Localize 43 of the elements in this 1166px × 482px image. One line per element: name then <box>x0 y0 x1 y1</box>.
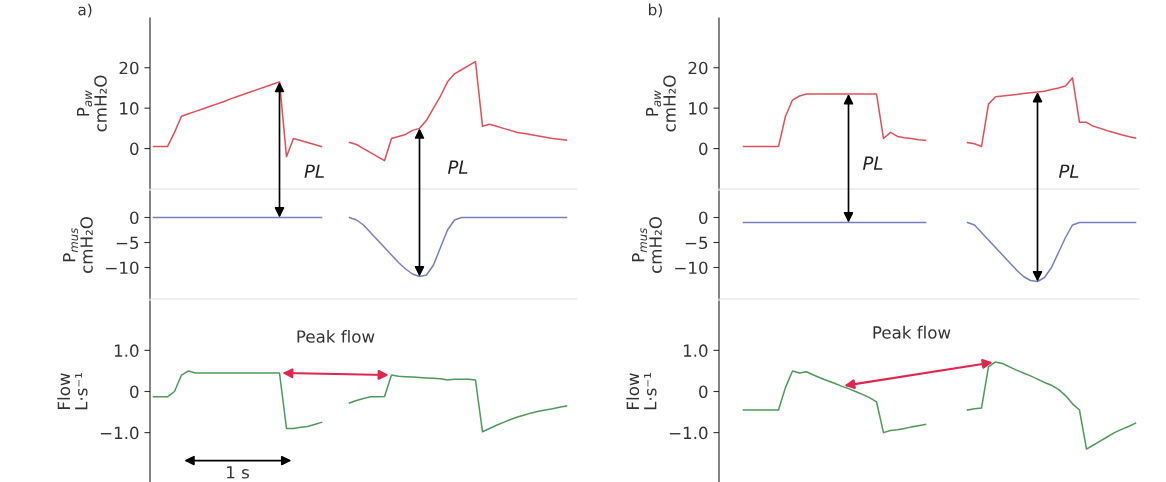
annotation: PL <box>447 160 468 174</box>
line-series <box>348 60 568 162</box>
y-tick-label: 1.0 <box>683 344 708 357</box>
y-axis-title: P$_{mus}$ cmH₂O <box>632 217 662 273</box>
line-series <box>348 374 568 433</box>
y-axis-title: P$_{aw}$ cmH₂O <box>77 75 107 132</box>
line-series <box>742 370 927 434</box>
y-tick-label: 10 <box>689 102 708 115</box>
y-tick-label: 0 <box>130 385 139 399</box>
annotation: Peak flow <box>297 329 375 343</box>
annotation: PL <box>304 164 324 178</box>
annotation: PL <box>862 156 883 170</box>
y-axis-title: Flow L·s⁻¹ <box>626 373 657 410</box>
y-tick-label: −5 <box>685 236 708 250</box>
y-tick-label: −1.0 <box>669 426 708 440</box>
y-axis-title: Flow L·s⁻¹ <box>57 373 88 410</box>
annotation: Peak flow <box>873 325 951 339</box>
annotation: PL <box>1058 164 1079 178</box>
y-axis-title: P$_{mus}$ cmH₂O <box>63 217 93 273</box>
y-axis-title: P$_{aw}$ cmH₂O <box>646 75 676 132</box>
line-series <box>152 370 323 430</box>
y-tick-label: 0 <box>130 211 139 225</box>
chart-title: a) <box>78 3 92 18</box>
y-tick-label: 0 <box>130 142 139 156</box>
y-tick-label: −5 <box>116 236 139 250</box>
line-series <box>966 361 1137 450</box>
y-tick-label: 1.0 <box>114 344 139 357</box>
line-series <box>152 81 323 158</box>
line-series <box>348 216 568 278</box>
chart-title: b) <box>648 3 662 18</box>
line-series <box>966 77 1137 148</box>
y-tick-label: −10 <box>675 261 708 275</box>
y-tick-label: 20 <box>119 61 139 75</box>
line-series <box>966 221 1137 283</box>
y-tick-label: 0 <box>699 142 708 156</box>
y-tick-label: 20 <box>688 61 708 75</box>
y-tick-label: 0 <box>699 211 708 225</box>
y-tick-label: −10 <box>106 261 139 275</box>
y-tick-label: 10 <box>120 102 139 115</box>
y-tick-label: −1.0 <box>100 426 139 440</box>
annotation: 1 s <box>227 466 249 479</box>
y-tick-label: 0 <box>699 385 708 399</box>
line-series <box>742 93 927 148</box>
